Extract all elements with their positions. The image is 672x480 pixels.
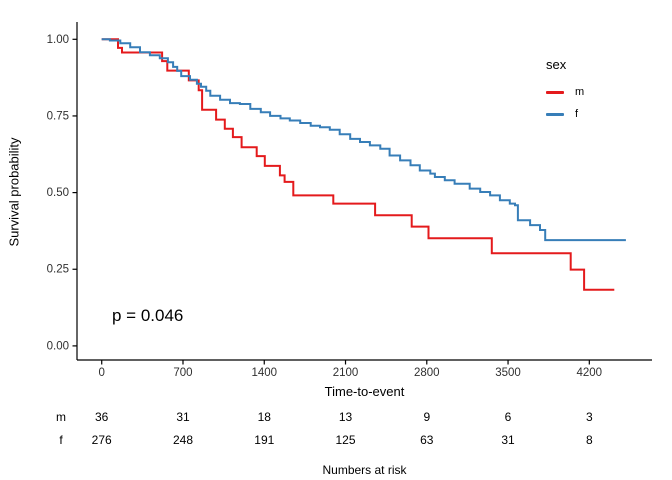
legend-item-m: m — [546, 81, 656, 103]
risk-count-m-1400: 18 — [257, 410, 271, 424]
risk-count-f-2100: 125 — [335, 433, 356, 447]
risk-count-f-700: 248 — [172, 433, 194, 447]
x-tick-label: 0 — [99, 367, 105, 379]
y-axis-title: Survival probability — [6, 137, 22, 247]
risk-count-m-4200: 3 — [585, 410, 593, 424]
numbers-at-risk-title: Numbers at risk — [322, 463, 407, 477]
legend-title: sex — [546, 57, 567, 72]
y-tick-label: 1.00 — [47, 34, 69, 46]
legend: sex m f — [546, 57, 656, 125]
risk-count-m-700: 31 — [176, 410, 190, 424]
risk-count-m-2100: 13 — [338, 410, 353, 424]
survival-curve-m — [101, 38, 615, 291]
pvalue-annotation: p = 0.046 — [112, 306, 184, 325]
x-axis-title: Time-to-event — [324, 384, 405, 399]
risk-count-f-1400: 191 — [254, 433, 275, 447]
risk-row-label-f: f — [59, 433, 63, 447]
risk-count-f-0: 276 — [91, 433, 112, 447]
risk-row-label-m: m — [56, 410, 66, 424]
risk-count-m-0: 36 — [95, 410, 109, 424]
risk-count-m-3500: 6 — [504, 410, 512, 424]
legend-label-m: m — [575, 86, 585, 98]
y-tick-label: 0.25 — [47, 264, 69, 276]
y-tick-label: 0.50 — [47, 187, 69, 199]
y-tick-label: 0.00 — [47, 340, 69, 352]
x-tick-label: 2100 — [333, 367, 359, 379]
risk-count-f-4200: 8 — [585, 433, 593, 447]
x-tick-label: 4200 — [577, 367, 603, 379]
legend-item-f: f — [546, 103, 656, 125]
risk-count-m-2800: 9 — [423, 410, 431, 424]
survival-curve-f — [101, 38, 626, 242]
legend-label-f: f — [575, 108, 579, 120]
risk-count-f-2800: 63 — [420, 433, 434, 447]
legend-key-line-f — [546, 112, 564, 116]
legend-key-line-m — [546, 90, 564, 94]
x-tick-label: 2800 — [414, 367, 440, 379]
x-tick-label: 1400 — [251, 367, 277, 379]
y-tick-label: 0.75 — [47, 110, 69, 122]
risk-count-f-3500: 31 — [501, 433, 515, 447]
x-tick-label: 3500 — [495, 367, 521, 379]
x-tick-label: 700 — [173, 367, 192, 379]
